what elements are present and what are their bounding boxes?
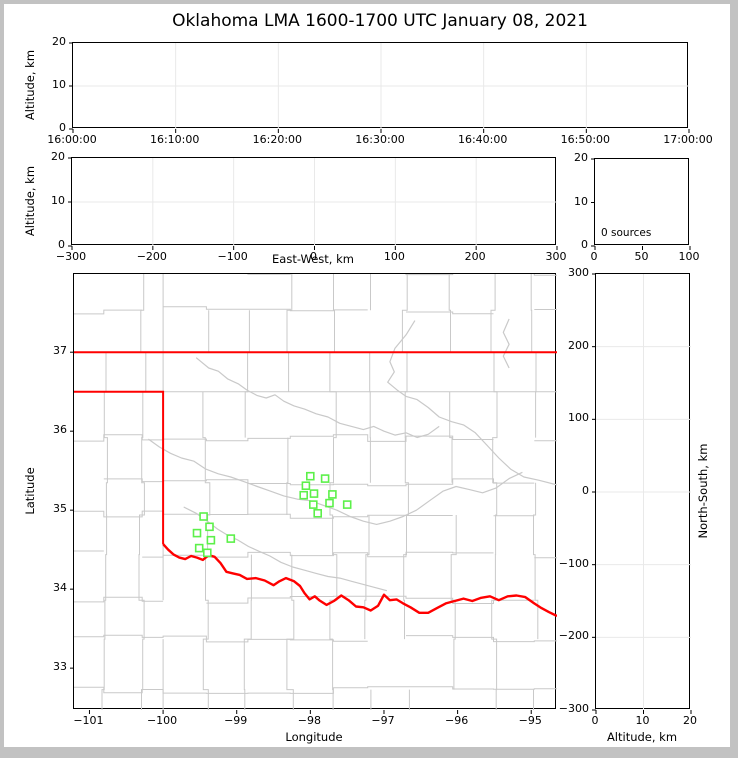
x-tick-label: 0	[591, 714, 599, 727]
lma-stations	[192, 471, 352, 558]
y-tick-label: 0	[582, 484, 589, 497]
x-tick-label: 17:00:00	[663, 133, 713, 146]
x-tick-label: 16:00:00	[47, 133, 97, 146]
station-marker	[203, 548, 212, 558]
xlabel-altitude-strip: Altitude, km	[606, 730, 678, 744]
map-content	[74, 274, 557, 710]
x-tick-label: 0	[590, 250, 598, 263]
axis-ticks	[69, 42, 690, 133]
x-tick-label: 16:10:00	[149, 133, 200, 146]
station-marker	[320, 474, 330, 483]
station-marker	[309, 489, 319, 498]
station-marker	[309, 500, 318, 509]
panel-time-altitude	[69, 42, 690, 133]
x-tick-label: −101	[73, 714, 104, 727]
y-tick-label: 20	[52, 35, 66, 48]
y-tick-label: 10	[52, 78, 66, 91]
y-tick-label: 0	[581, 238, 588, 251]
station-marker	[325, 498, 334, 508]
x-tick-label: −100	[217, 250, 248, 263]
x-tick-label: −95	[518, 714, 542, 727]
panel-eastwest-altitude	[68, 157, 558, 250]
x-tick-label: −97	[371, 714, 395, 727]
x-tick-label: −99	[224, 714, 248, 727]
axis-ticks	[591, 158, 691, 250]
panel-plan-view-map	[70, 273, 557, 714]
y-tick-label: 34	[53, 581, 67, 595]
y-tick-label: 200	[568, 338, 589, 352]
x-tick-label: 100	[383, 250, 405, 263]
y-tick-label: 300	[568, 266, 589, 279]
station-marker	[192, 528, 202, 538]
x-tick-label: −100	[146, 714, 178, 727]
sources-count-annotation: 0 sources	[601, 227, 652, 239]
station-marker	[306, 471, 315, 481]
station-marker	[342, 500, 352, 509]
y-tick-label: 37	[53, 344, 67, 358]
panel-axes	[70, 274, 557, 714]
x-tick-label: 16:40:00	[457, 133, 508, 146]
y-tick-label: 33	[53, 660, 67, 674]
y-tick-label: 10	[574, 194, 588, 208]
x-tick-label: 16:30:00	[355, 133, 405, 146]
station-marker	[205, 522, 214, 532]
x-tick-label: −300	[55, 250, 87, 263]
x-tick-label: 10	[635, 714, 650, 727]
xlabel-longitude: Longitude	[285, 730, 343, 744]
panel-axes	[69, 42, 690, 133]
station-marker	[206, 535, 216, 545]
station-marker	[199, 512, 208, 521]
x-tick-label: 300	[545, 250, 567, 263]
y-tick-label: −200	[558, 629, 589, 643]
y-tick-label: 0	[58, 238, 65, 251]
x-tick-label: −98	[297, 714, 321, 727]
x-tick-label: −200	[136, 250, 167, 263]
y-tick-label: 0	[59, 121, 66, 134]
panel-axes	[591, 158, 691, 250]
xlabel-eastwest: East-West, km	[272, 252, 354, 266]
x-tick-label: 20	[683, 714, 697, 727]
panel-altitude-histogram	[591, 158, 691, 250]
station-marker	[299, 490, 308, 500]
x-tick-label: 16:50:00	[560, 133, 611, 146]
county-lines	[74, 274, 557, 710]
rivers	[148, 318, 557, 592]
x-tick-label: 200	[464, 250, 486, 263]
gridlines	[596, 274, 691, 710]
gridlines	[73, 43, 689, 129]
x-tick-label: 50	[634, 250, 649, 263]
x-tick-label: 100	[678, 250, 700, 263]
y-tick-label: 35	[53, 502, 67, 516]
red-river-border-line	[162, 543, 557, 618]
panel-axes	[68, 157, 558, 250]
panel-northsouth-altitude	[592, 273, 692, 714]
y-tick-label: 20	[574, 151, 588, 164]
y-tick-label: −100	[558, 556, 589, 570]
axis-ticks	[70, 351, 532, 714]
x-tick-label: −96	[444, 714, 469, 727]
x-tick-label: 16:20:00	[252, 133, 303, 146]
gridlines	[72, 158, 557, 246]
panel-axes	[592, 273, 692, 714]
plot-title: Oklahoma LMA 1600-1700 UTC January 08, 2…	[172, 11, 588, 31]
station-marker	[328, 490, 337, 499]
y-tick-label: 36	[53, 423, 67, 437]
station-marker	[301, 481, 311, 490]
axis-ticks	[592, 273, 692, 714]
ylabel-northsouth: North-South, km	[696, 443, 710, 539]
axis-ticks	[68, 157, 558, 250]
y-tick-label: 100	[568, 411, 589, 425]
station-marker	[226, 534, 236, 543]
y-tick-label: −300	[558, 702, 589, 715]
station-marker	[313, 509, 322, 518]
x-tick-label: 0	[310, 250, 317, 263]
station-marker	[194, 543, 204, 553]
y-tick-label: 20	[51, 150, 65, 163]
west-oklahoma-border-line	[74, 390, 165, 545]
y-tick-label: 10	[51, 194, 65, 207]
